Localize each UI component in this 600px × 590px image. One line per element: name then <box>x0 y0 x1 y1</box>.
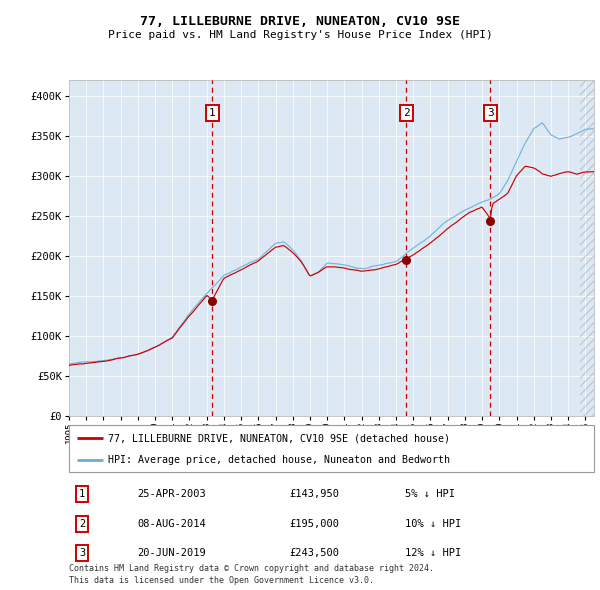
Text: 3: 3 <box>79 548 85 558</box>
Text: £195,000: £195,000 <box>290 519 340 529</box>
Text: This data is licensed under the Open Government Licence v3.0.: This data is licensed under the Open Gov… <box>69 576 374 585</box>
Text: 10% ↓ HPI: 10% ↓ HPI <box>405 519 461 529</box>
Text: Price paid vs. HM Land Registry's House Price Index (HPI): Price paid vs. HM Land Registry's House … <box>107 30 493 40</box>
Text: 12% ↓ HPI: 12% ↓ HPI <box>405 548 461 558</box>
Text: 1: 1 <box>209 109 215 118</box>
Text: £143,950: £143,950 <box>290 489 340 499</box>
Text: 2: 2 <box>403 109 410 118</box>
Text: HPI: Average price, detached house, Nuneaton and Bedworth: HPI: Average price, detached house, Nune… <box>109 455 451 465</box>
Text: Contains HM Land Registry data © Crown copyright and database right 2024.: Contains HM Land Registry data © Crown c… <box>69 565 434 573</box>
Text: £243,500: £243,500 <box>290 548 340 558</box>
Text: 08-AUG-2014: 08-AUG-2014 <box>137 519 206 529</box>
Text: 3: 3 <box>487 109 494 118</box>
Text: 77, LILLEBURNE DRIVE, NUNEATON, CV10 9SE (detached house): 77, LILLEBURNE DRIVE, NUNEATON, CV10 9SE… <box>109 433 451 443</box>
FancyBboxPatch shape <box>69 425 594 472</box>
Text: 5% ↓ HPI: 5% ↓ HPI <box>405 489 455 499</box>
Text: 25-APR-2003: 25-APR-2003 <box>137 489 206 499</box>
Text: 2: 2 <box>79 519 85 529</box>
Text: 77, LILLEBURNE DRIVE, NUNEATON, CV10 9SE: 77, LILLEBURNE DRIVE, NUNEATON, CV10 9SE <box>140 15 460 28</box>
Text: 1: 1 <box>79 489 85 499</box>
Text: 20-JUN-2019: 20-JUN-2019 <box>137 548 206 558</box>
